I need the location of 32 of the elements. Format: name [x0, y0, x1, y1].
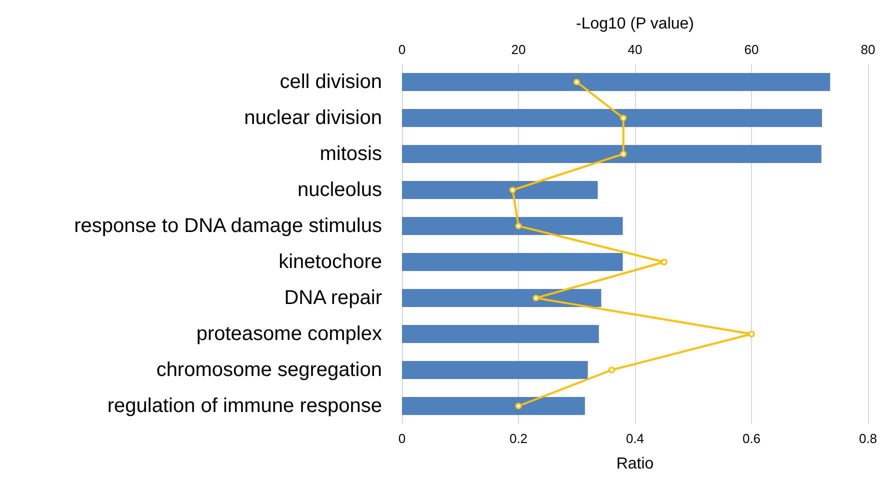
x2-tick-label: 80	[860, 42, 876, 57]
point	[748, 330, 755, 338]
y-tick-label: cell division	[280, 71, 382, 93]
x2-tick-label: 40	[628, 42, 642, 57]
x2-tick-label: 20	[511, 42, 526, 57]
x-tick-label: 0.4	[626, 431, 644, 446]
y-tick-label: regulation of immune response	[107, 395, 382, 417]
y-tick-label: chromosome segregation	[156, 359, 382, 381]
point	[532, 294, 540, 302]
point	[574, 78, 580, 86]
x-tick-label: 0.2	[509, 431, 528, 446]
x-tick-label: 0.6	[742, 431, 761, 446]
y-tick-label: nucleolus	[297, 179, 382, 201]
y-tick-label: kinetochore	[278, 251, 382, 273]
point	[509, 186, 516, 194]
point	[515, 402, 522, 410]
x-axis-title: Ratio	[616, 456, 654, 472]
x-tick-label: 0	[398, 431, 406, 446]
point	[620, 150, 627, 158]
x2-tick-label: 60	[744, 42, 759, 57]
y-tick-label: nuclear division	[244, 107, 382, 129]
point	[620, 114, 627, 122]
x2-tick-label: 0	[398, 42, 406, 57]
point	[660, 258, 668, 266]
point	[515, 222, 522, 230]
y-tick-label: proteasome complex	[196, 323, 382, 345]
point	[608, 366, 615, 374]
x2-axis-title: -Log10 (P value)	[576, 16, 694, 32]
x-tick-label: 0.8	[858, 431, 878, 446]
y-tick-label: response to DNA damage stimulus	[74, 215, 382, 237]
y-tick-label: DNA repair	[284, 287, 382, 309]
y-tick-label: mitosis	[320, 143, 382, 165]
